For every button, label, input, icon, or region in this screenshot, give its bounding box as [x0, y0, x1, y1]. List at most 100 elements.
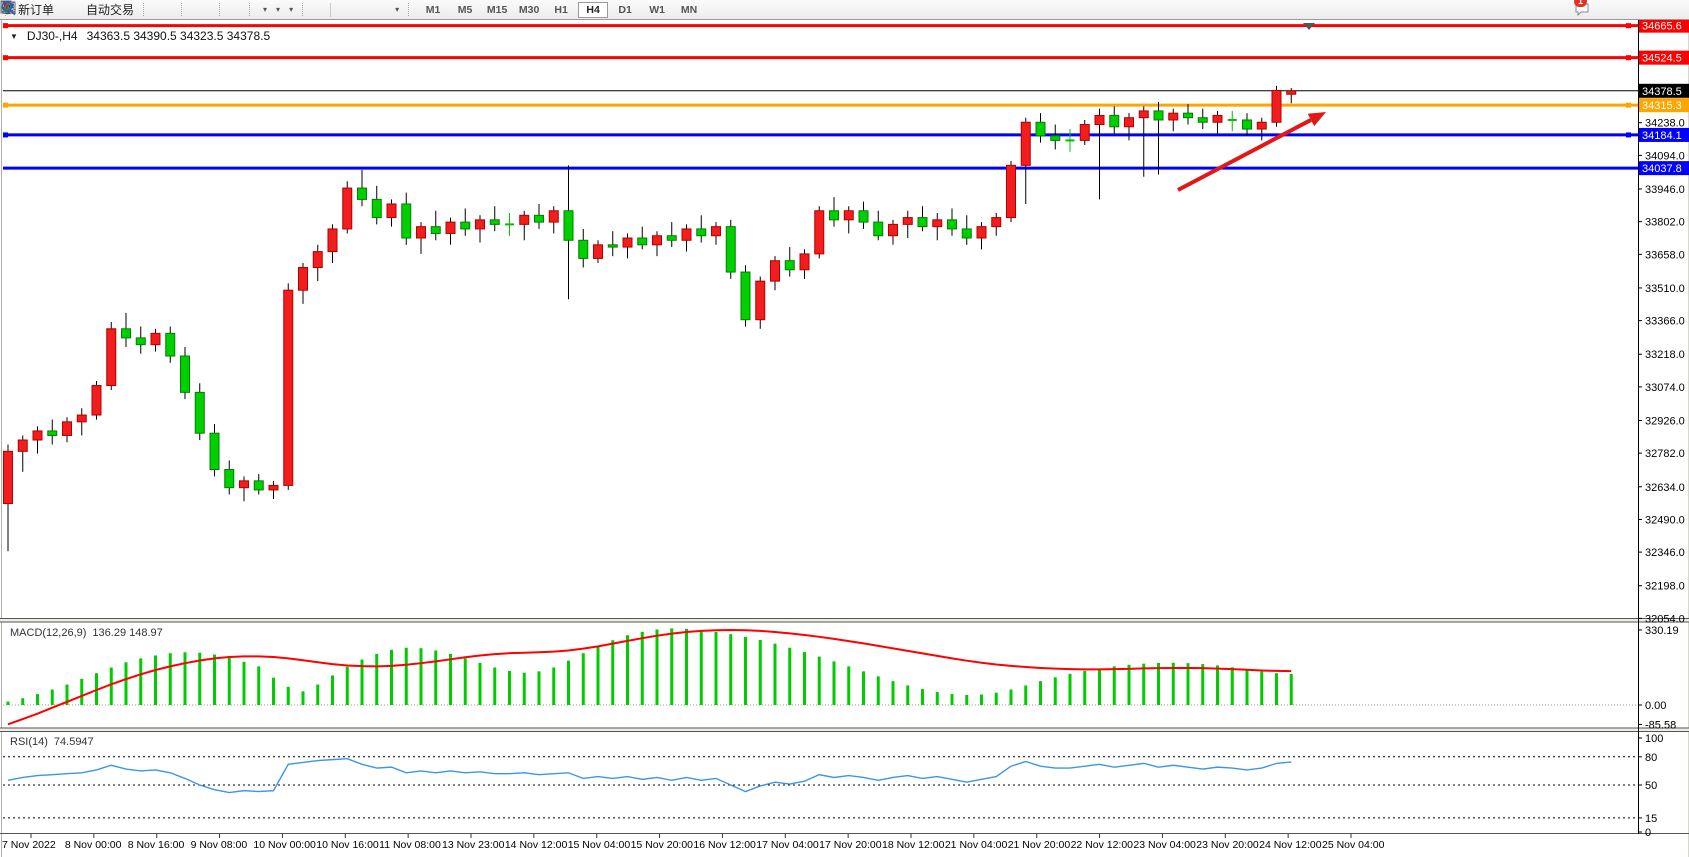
- toolbar-grip: [219, 3, 225, 16]
- text-icon: A: [3, 1, 11, 15]
- cursor-button[interactable]: [4, 1, 318, 18]
- trend-arrow[interactable]: [1177, 118, 1312, 192]
- dropdown-arrow-icon: ▾: [276, 5, 281, 14]
- sound-button[interactable]: [0, 1, 81, 18]
- panel-splitter[interactable]: [0, 618, 1689, 623]
- text-button[interactable]: A: [3, 1, 381, 18]
- tile-windows-button[interactable]: [1, 1, 213, 18]
- line-handle[interactable]: [1626, 23, 1631, 29]
- line-handle[interactable]: [3, 102, 8, 108]
- line-handle[interactable]: [3, 132, 8, 138]
- bull-candle: [475, 219, 485, 230]
- chart-shift-marker[interactable]: [1303, 23, 1315, 30]
- line-handle[interactable]: [3, 55, 8, 61]
- time-axis-label: 23 Nov 04:00: [1133, 839, 1196, 851]
- svg-text:T: T: [5, 3, 11, 13]
- macd-name: MACD(12,26,9): [10, 627, 87, 639]
- auto-trading-button[interactable]: 自动交易: [1, 1, 137, 18]
- bull-candle: [770, 260, 780, 282]
- bear-candle: [666, 235, 677, 241]
- bear-candle: [961, 228, 972, 239]
- bull-candle: [976, 226, 987, 239]
- line-handle[interactable]: [1626, 102, 1631, 108]
- arrows-button[interactable]: ▾: [3, 1, 402, 18]
- toolbar-separator: [330, 2, 332, 17]
- time-axis-label: 15 Nov 20:00: [631, 839, 694, 851]
- price-tick-label: 33074.0: [1645, 382, 1685, 394]
- bear-candle: [253, 480, 264, 491]
- price-tick-label: 34238.0: [1645, 118, 1685, 130]
- macd-tick-label: 0.00: [1645, 700, 1666, 712]
- price-tick-label: 33218.0: [1645, 349, 1685, 361]
- search-button[interactable]: [1, 1, 1564, 18]
- time-axis-label: 11 Nov 08:00: [379, 839, 441, 851]
- rsi-tick-label: 50: [1645, 780, 1657, 792]
- zoom-out-button[interactable]: [1, 1, 205, 18]
- timeframe-D1[interactable]: D1: [618, 3, 632, 16]
- line-handle[interactable]: [3, 23, 8, 29]
- bull-candle: [681, 228, 692, 241]
- notifications-button[interactable]: 1: [1574, 0, 1589, 18]
- new-chart-button[interactable]: ▾: [0, 0, 270, 18]
- equidistant-channel-button[interactable]: E: [0, 1, 365, 18]
- bear-candle: [1183, 112, 1193, 119]
- text-label-button[interactable]: T: [1, 1, 389, 18]
- bar-chart-button[interactable]: [2, 1, 159, 18]
- bear-candle: [1050, 135, 1061, 141]
- auto-trading-label: 自动交易: [86, 3, 135, 17]
- bear-candle: [47, 430, 58, 436]
- bull-candle: [239, 480, 249, 489]
- template-button[interactable]: ▾: [0, 1, 296, 18]
- line-handle[interactable]: [1626, 132, 1631, 138]
- time-axis-label: 17 Nov 20:00: [819, 839, 882, 851]
- trendline-button[interactable]: [1, 1, 357, 18]
- bear-candle: [637, 237, 648, 246]
- bull-candle: [62, 421, 72, 436]
- chart-dropdown-icon[interactable]: ▼: [10, 31, 18, 41]
- bull-candle: [1124, 117, 1134, 128]
- timeframe-M1[interactable]: M1: [425, 3, 441, 16]
- vertical-line-button[interactable]: [6, 1, 341, 18]
- bear-candle: [1153, 110, 1164, 121]
- bull-candle: [312, 251, 323, 269]
- fibonacci-button[interactable]: F: [1, 1, 373, 18]
- toolbar-grip: [181, 3, 187, 16]
- timeframe-M30[interactable]: M30: [518, 3, 540, 16]
- crosshair-button[interactable]: [1, 1, 326, 18]
- macd-signal-line: [7, 629, 1292, 726]
- chart-window-button[interactable]: [0, 1, 73, 18]
- bear-candle: [740, 271, 751, 321]
- price-line-label: [1639, 83, 1689, 98]
- line-chart-button[interactable]: [0, 1, 175, 18]
- bull-candle: [342, 187, 353, 230]
- bear-candle: [180, 355, 190, 393]
- timeframe-H1[interactable]: H1: [554, 3, 568, 16]
- timeframe-H4[interactable]: H4: [578, 1, 609, 18]
- toolbar-grip: [143, 3, 149, 16]
- bear-candle: [430, 226, 441, 234]
- svg-text:34037.8: 34037.8: [1642, 163, 1682, 175]
- crayon-button[interactable]: [1, 1, 65, 18]
- timeframe-W1[interactable]: W1: [649, 3, 665, 16]
- horizontal-line-button[interactable]: [1, 1, 349, 18]
- dropdown-arrow-icon: ▾: [263, 5, 268, 14]
- cascade-windows-button[interactable]: [0, 0, 235, 18]
- new-order-button[interactable]: 新订单: [0, 0, 57, 18]
- candlestick-chart-button[interactable]: [1, 1, 167, 18]
- arrange-windows-button[interactable]: [0, 1, 243, 18]
- rsi-value: 74.5947: [53, 736, 94, 748]
- panel-splitter[interactable]: [0, 727, 1689, 733]
- bull-candle: [902, 217, 913, 225]
- bull-candle: [652, 235, 662, 246]
- timeframe-MN[interactable]: MN: [680, 3, 698, 16]
- timeframe-M5[interactable]: M5: [457, 3, 473, 16]
- period-button[interactable]: ▾: [0, 0, 283, 18]
- notification-badge: 1: [1574, 0, 1587, 7]
- line-handle[interactable]: [1626, 55, 1631, 61]
- timeframe-M15[interactable]: M15: [486, 3, 508, 16]
- bull-candle: [327, 228, 338, 253]
- zoom-in-button[interactable]: [1, 1, 197, 18]
- svg-text:34184.1: 34184.1: [1642, 130, 1682, 142]
